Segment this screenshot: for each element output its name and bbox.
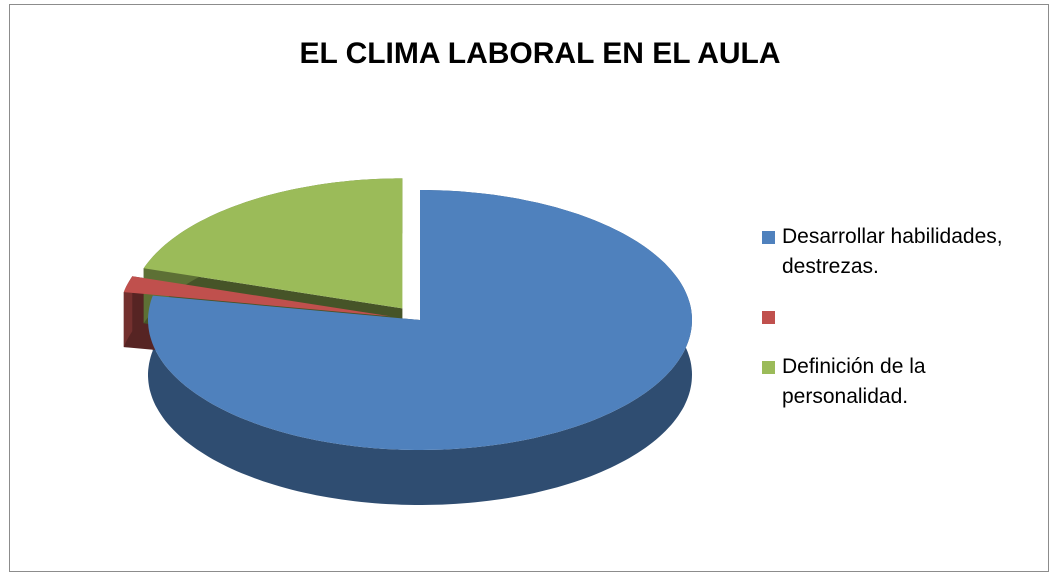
legend-label: Desarrollar habilidades, destrezas. [782, 225, 1003, 278]
legend-label: Definición de la personalidad. [782, 355, 926, 408]
chart-title: EL CLIMA LABORAL EN EL AULA [299, 37, 780, 70]
legend: Desarrollar habilidades, destrezas. Defin… [762, 222, 1042, 432]
slice-top [123, 276, 391, 317]
slice-top [143, 178, 403, 309]
legend-item [762, 302, 1042, 332]
slice-top [148, 190, 692, 450]
legend-swatch [762, 231, 775, 244]
legend-swatch [762, 311, 775, 324]
legend-swatch [762, 361, 775, 374]
legend-item: Definición de la personalidad. [762, 352, 1042, 412]
legend-item: Desarrollar habilidades, destrezas. [762, 222, 1042, 282]
slice-side [123, 276, 133, 348]
